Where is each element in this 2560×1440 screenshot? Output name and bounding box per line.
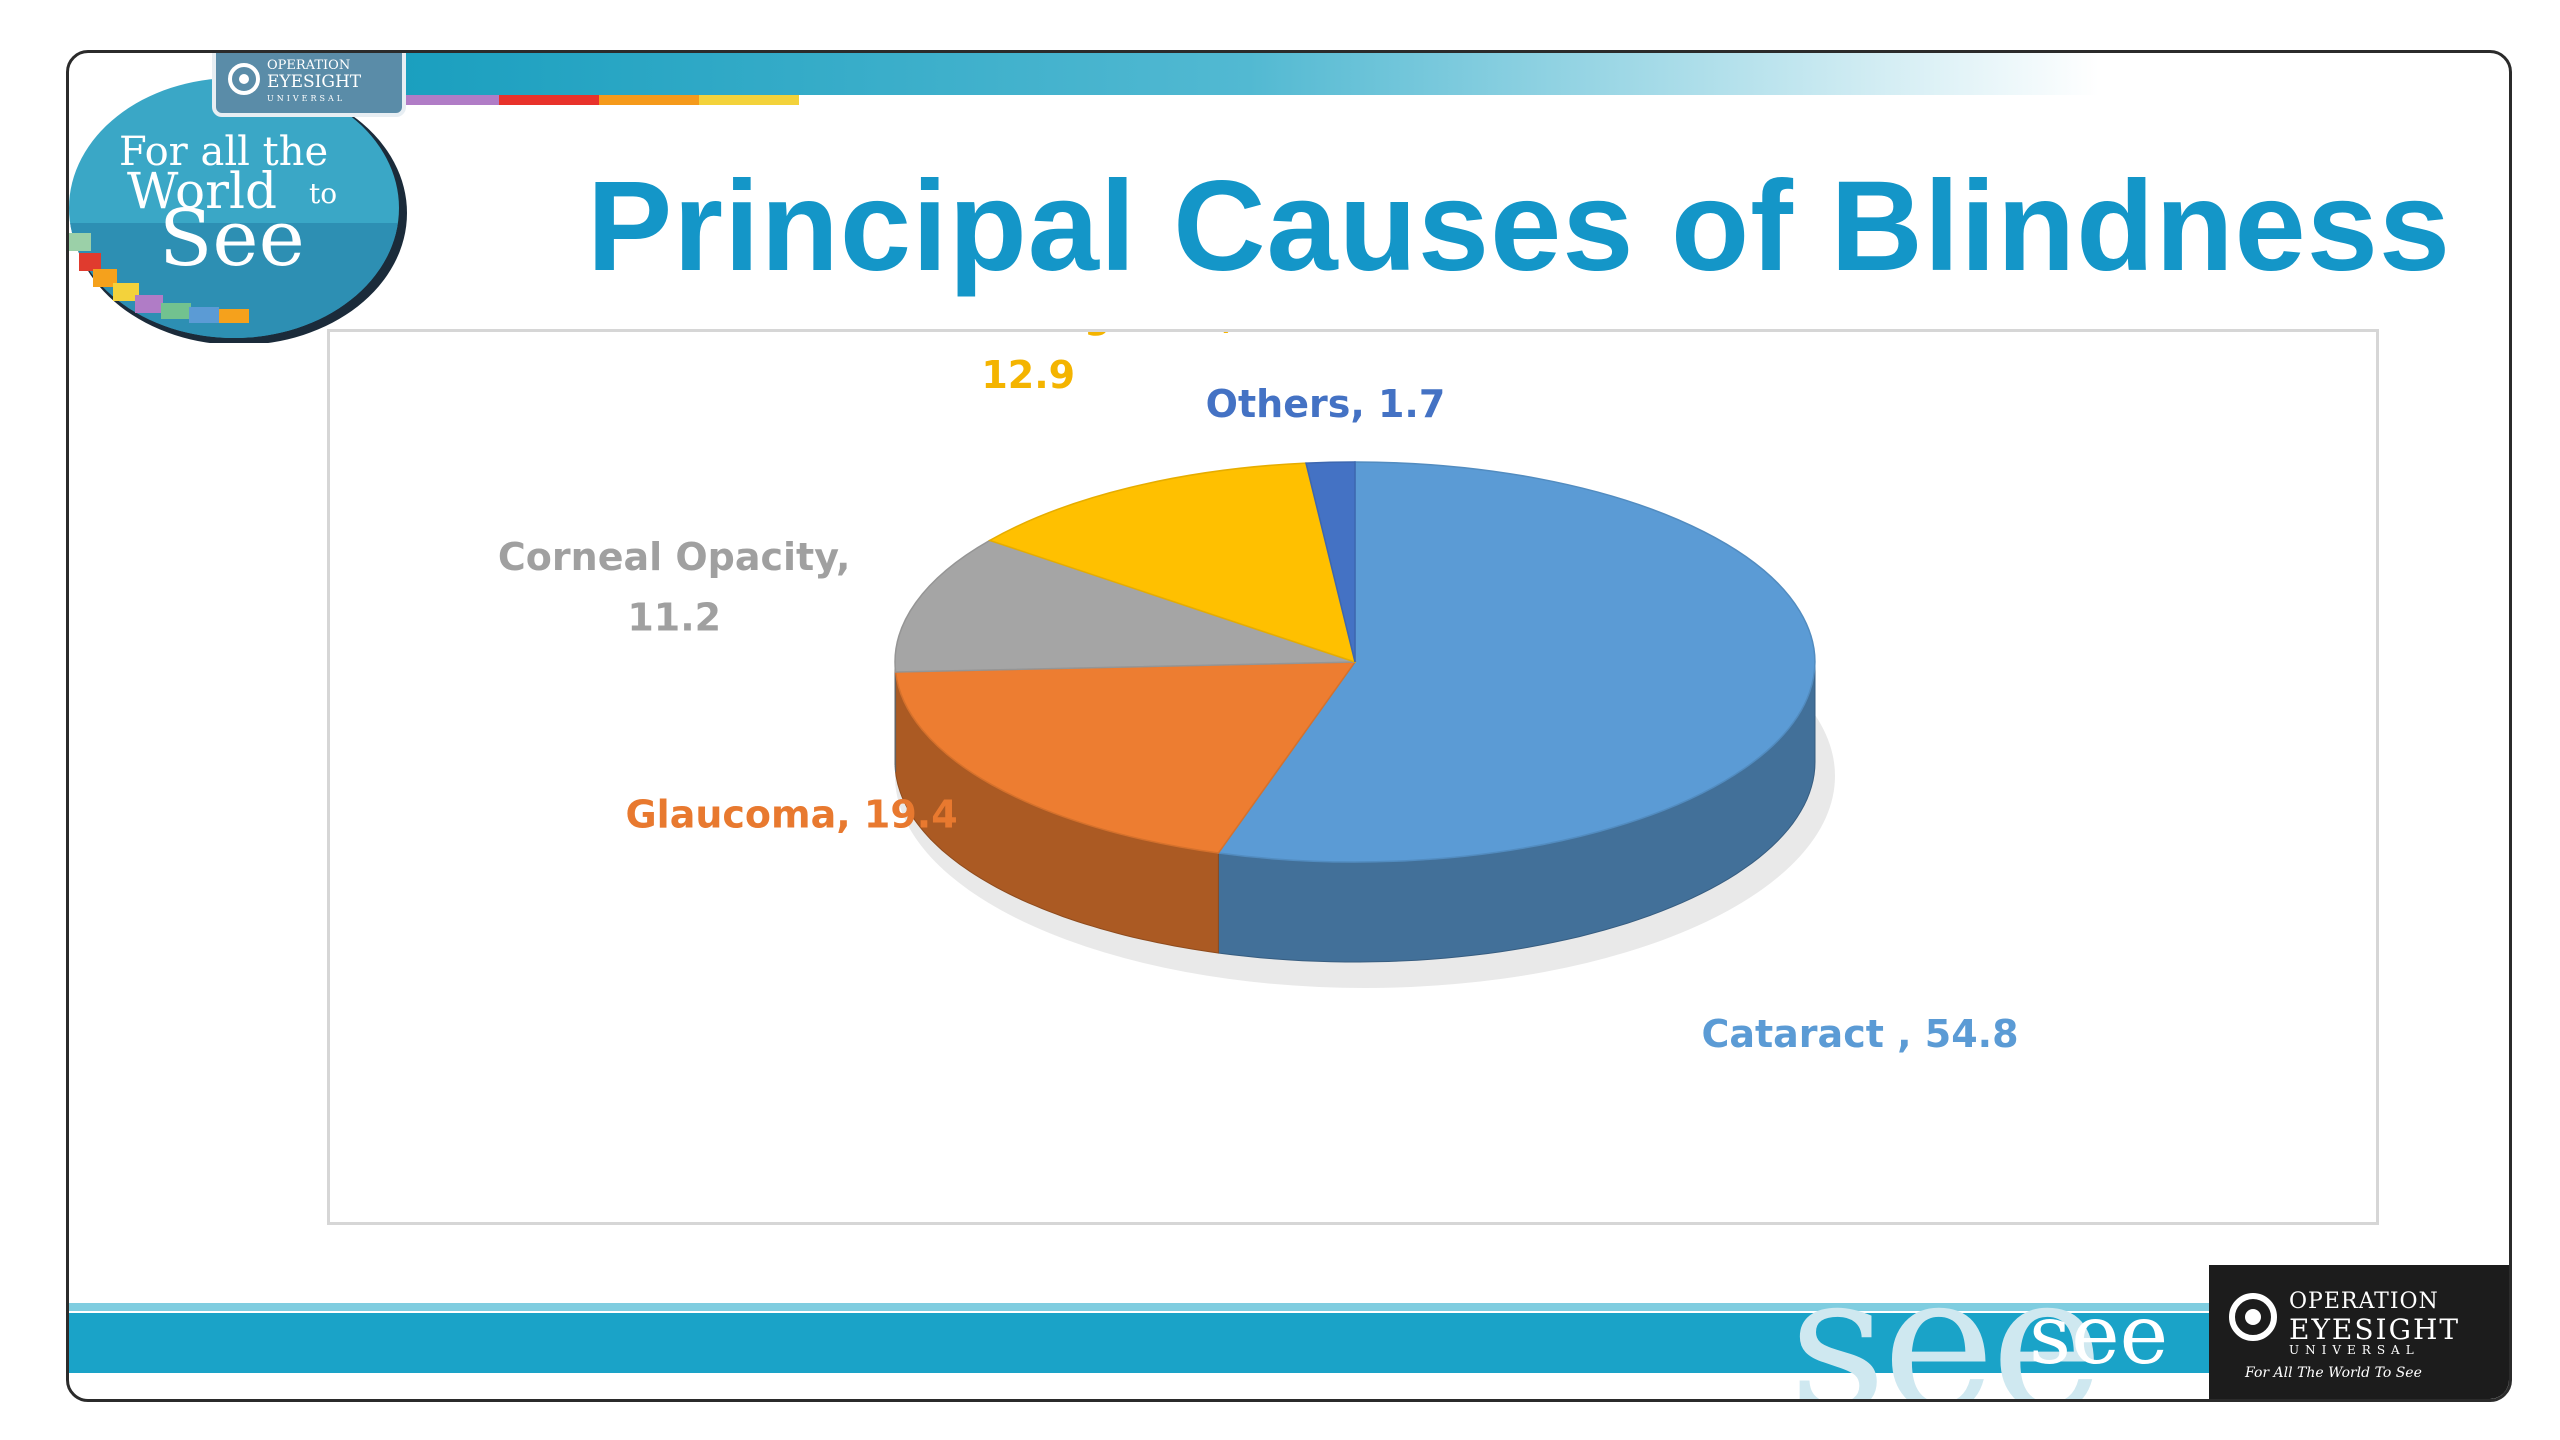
data-label-glaucoma: Glaucoma, 19.4 (625, 793, 957, 837)
data-label-cataract: Cataract , 54.8 (1701, 1012, 2018, 1056)
footer-brand-line1: OPERATION (2289, 1289, 2439, 1314)
for-all-the-world-to-see-logo: OPERATION EYESIGHT UNIVERSAL For all the… (69, 53, 407, 343)
logo-line-world: World (127, 162, 277, 220)
logo-line-to: to (309, 177, 337, 210)
footer-brand-line2: EYESIGHT (2289, 1313, 2461, 1346)
slide: OPERATION EYESIGHT UNIVERSAL For all the… (66, 50, 2512, 1402)
footer-see-watermark: see (1789, 1233, 2103, 1402)
header-stripe (399, 53, 2099, 95)
header-brand-line1: OPERATION (267, 58, 350, 73)
pie-slice-corneal-opacity (894, 539, 1356, 673)
data-label-others: Others, 1.7 (1206, 382, 1446, 426)
logo-line-see: See (159, 194, 305, 284)
data-label-posterior-segment: Posterior Segment,12.9 (820, 332, 1236, 397)
color-strip (399, 95, 799, 105)
footer-brand-line3: UNIVERSAL (2289, 1343, 2420, 1357)
eye-icon (2229, 1293, 2277, 1341)
footer-brand-logo: OPERATION EYESIGHT UNIVERSAL For All The… (2209, 1265, 2509, 1399)
pie-slice-cataract (1217, 461, 1816, 863)
pie-chart: Cataract , 54.8 Glaucoma, 19.4 Corneal Opa… (498, 332, 2019, 1056)
pie-slice-others (1305, 461, 1356, 663)
pie-slice-glaucoma (894, 661, 1357, 854)
header-brand-line3: UNIVERSAL (267, 94, 345, 103)
footer-brand-tagline: For All The World To See (2245, 1365, 2422, 1381)
logo-line-for-all: For all the (119, 129, 328, 175)
footer-band-light (69, 1303, 2509, 1311)
pie-side-corneal-opacity (894, 662, 897, 773)
footer-band (69, 1313, 2509, 1373)
chart-frame: Cataract , 54.8 Glaucoma, 19.4 Corneal Opa… (327, 329, 2379, 1225)
page-title: Principal Causes of Blindness (586, 155, 2452, 298)
header-brand-line2: EYESIGHT (267, 72, 362, 92)
pie-slice-posterior-segment (987, 462, 1357, 664)
data-label-corneal-opacity: Corneal Opacity, 11.2 (498, 535, 851, 640)
footer-see-mark: see (2029, 1288, 2169, 1383)
